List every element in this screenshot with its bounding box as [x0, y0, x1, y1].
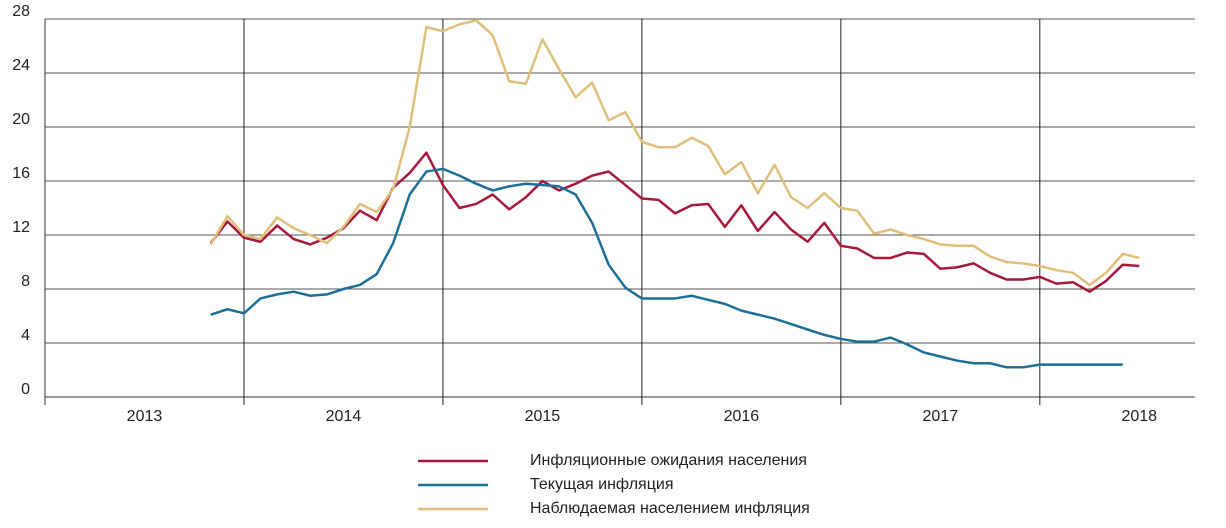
x-tick-label: 2017 — [923, 408, 959, 425]
x-tick-label: 2016 — [724, 408, 760, 425]
y-tick-label: 24 — [12, 57, 30, 74]
y-tick-label: 4 — [21, 327, 30, 344]
y-tick-label: 8 — [21, 273, 30, 290]
series-line — [209, 19, 1140, 287]
x-tick-label: 2015 — [525, 408, 561, 425]
y-tick-label: 0 — [21, 381, 30, 398]
series-line — [209, 151, 1140, 293]
legend-label: Наблюдаемая населением инфляция — [530, 500, 810, 517]
y-tick-label: 16 — [12, 165, 30, 182]
legend-label: Текущая инфляция — [530, 476, 673, 493]
y-tick-label: 12 — [12, 219, 30, 236]
legend-label: Инфляционные ожидания населения — [530, 452, 807, 469]
series-line — [210, 167, 1123, 369]
x-tick-label: 2018 — [1121, 408, 1157, 425]
y-tick-label: 20 — [12, 111, 30, 128]
x-tick-label: 2013 — [127, 408, 163, 425]
x-tick-label: 2014 — [326, 408, 362, 425]
y-tick-label: 28 — [12, 3, 30, 20]
